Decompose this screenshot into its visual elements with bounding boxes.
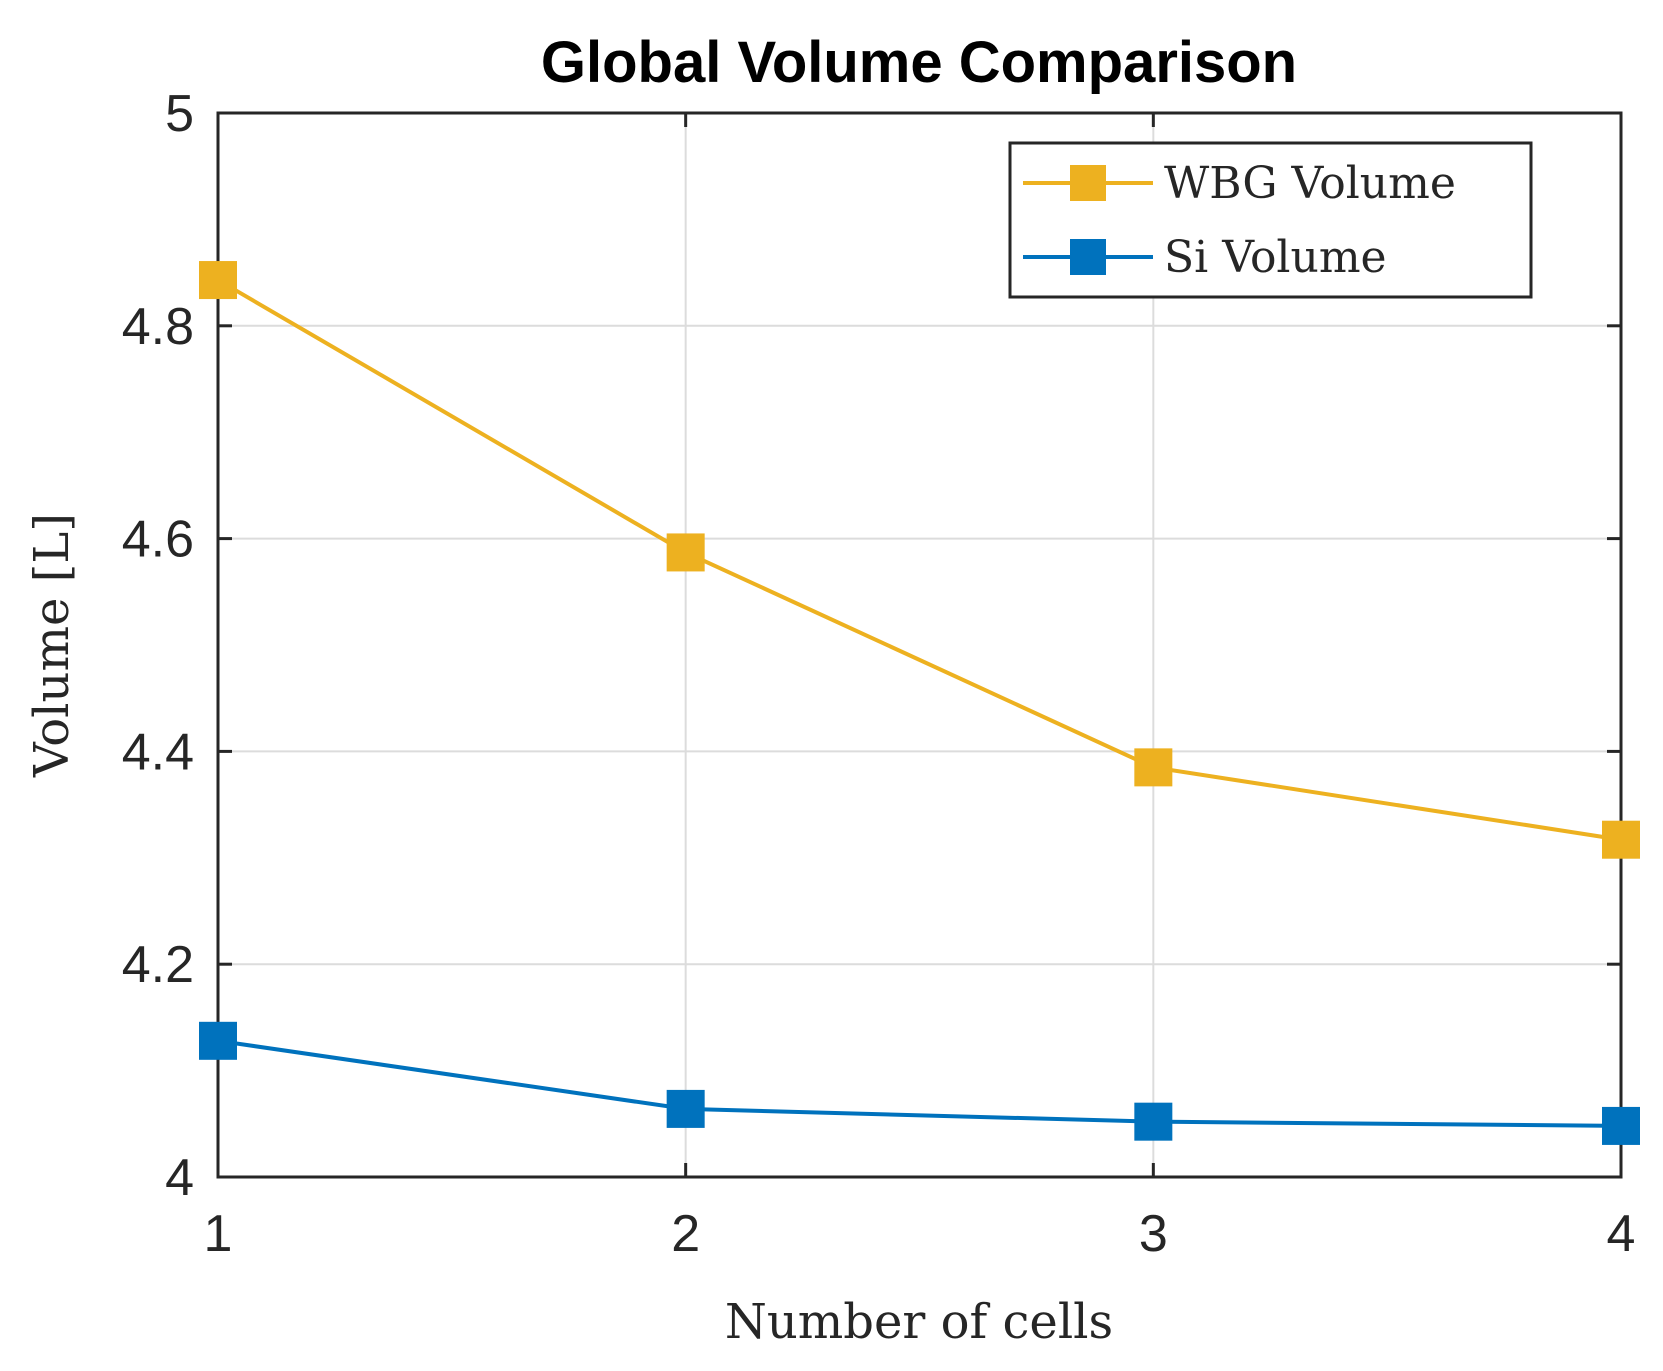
y-axis-label: Volume [L]: [24, 513, 80, 778]
series-line-0: [216, 278, 1622, 842]
legend-label-wbg: WBG Volume: [1164, 158, 1456, 209]
y-tick-label: 4.6: [122, 511, 194, 569]
data-point-0-1: [666, 533, 705, 572]
data-point-1-0: [199, 1021, 237, 1060]
x-tick-label: 2: [671, 1205, 700, 1263]
legend: WBG Volume Si Volume: [1008, 141, 1533, 299]
y-tick-label: 4.2: [122, 936, 194, 994]
plot-frame: [216, 111, 1623, 1179]
chart-title: Global Volume Comparison: [541, 30, 1297, 95]
data-point-1-2: [1134, 1102, 1173, 1141]
x-tick-label: 4: [1607, 1205, 1636, 1263]
data-point-1-1: [666, 1089, 705, 1128]
data-point-0-0: [199, 261, 237, 300]
x-axis-label: Number of cells: [725, 1294, 1113, 1350]
x-tick-label: 1: [204, 1205, 233, 1263]
legend-marker-wbg: [1070, 165, 1106, 201]
legend-label-si: Si Volume: [1164, 232, 1387, 283]
ticks: 4 4.2 4.4 4.6 4.8 5 1 2 3 4: [122, 85, 1636, 1263]
y-tick-label: 5: [165, 85, 194, 143]
data-point-0-3: [1602, 820, 1640, 859]
x-tick-label: 3: [1139, 1205, 1168, 1263]
data-point-0-2: [1134, 748, 1173, 787]
y-tick-label: 4.8: [122, 298, 194, 356]
series-line-1: [217, 1038, 1622, 1128]
y-tick-label: 4: [165, 1149, 194, 1207]
data-point-1-3: [1602, 1106, 1640, 1145]
series: [199, 261, 1640, 1145]
legend-marker-si: [1070, 239, 1106, 275]
y-tick-label: 4.4: [122, 723, 194, 781]
